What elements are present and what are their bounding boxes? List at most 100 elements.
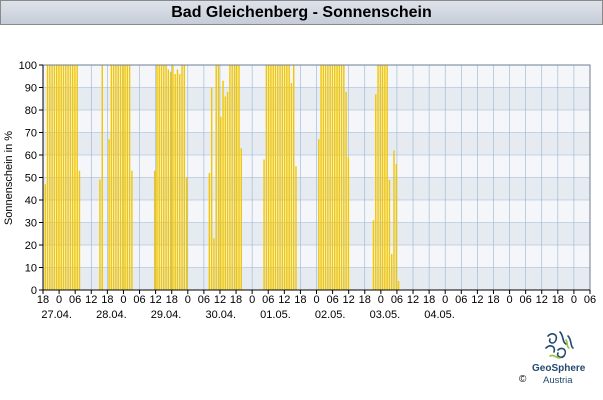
bar	[224, 96, 227, 290]
date-label: 01.05.	[260, 309, 291, 321]
bar	[108, 139, 110, 290]
bar	[318, 139, 320, 290]
bar	[179, 74, 181, 290]
bar	[279, 65, 281, 290]
copyright-symbol: ©	[519, 374, 527, 385]
bar	[226, 92, 229, 290]
bar	[169, 71, 172, 290]
date-label: 28.04.	[96, 309, 127, 321]
bar	[67, 65, 69, 290]
x-tick-label: 0	[571, 294, 577, 306]
bar	[117, 65, 119, 290]
bar	[101, 65, 103, 290]
bar	[320, 65, 322, 290]
bar	[183, 65, 186, 290]
bar	[131, 170, 133, 290]
bar	[51, 65, 53, 290]
bar	[213, 238, 215, 290]
bar	[128, 65, 131, 290]
x-tick-label: 0	[185, 294, 191, 306]
bar	[340, 65, 343, 290]
axes	[39, 64, 591, 294]
bar	[345, 92, 347, 290]
bar	[379, 65, 382, 290]
bar	[185, 177, 188, 290]
bar	[124, 65, 126, 290]
bar	[58, 65, 60, 290]
x-tick-label: 06	[326, 294, 338, 306]
bar	[324, 65, 327, 290]
bar	[322, 65, 325, 290]
bar	[71, 65, 74, 290]
date-label: 30.04.	[205, 309, 236, 321]
x-tick-label: 18	[166, 294, 178, 306]
x-tick-label: 18	[359, 294, 371, 306]
bar	[174, 74, 176, 290]
x-tick-label: 18	[230, 294, 242, 306]
bar	[388, 179, 391, 290]
bar	[153, 170, 156, 290]
bar	[329, 65, 331, 290]
bar	[46, 65, 49, 290]
logo-name: GeoSphere	[532, 363, 586, 374]
bar	[288, 65, 290, 290]
y-tick-label: 70	[25, 128, 37, 140]
bar	[115, 65, 117, 290]
bar	[265, 65, 268, 290]
x-tick-label: 0	[378, 294, 384, 306]
x-tick-label: 06	[69, 294, 81, 306]
x-tick-label: 12	[214, 294, 226, 306]
bar	[220, 116, 222, 290]
x-tick-label: 12	[536, 294, 548, 306]
bar	[160, 65, 163, 290]
bar	[290, 83, 293, 290]
y-tick-label: 80	[25, 105, 37, 117]
bar	[176, 69, 179, 290]
bar	[158, 65, 160, 290]
bar	[172, 65, 174, 290]
y-tick-label: 50	[25, 173, 37, 185]
x-tick-label: 0	[506, 294, 512, 306]
x-tick-label: 0	[313, 294, 319, 306]
bar	[49, 65, 51, 290]
bar	[156, 65, 158, 290]
bar	[119, 65, 122, 290]
x-tick-label: 06	[584, 294, 596, 306]
date-label: 02.05.	[315, 309, 346, 321]
bar	[347, 157, 350, 290]
bar	[283, 65, 286, 290]
x-tick-label: 0	[442, 294, 448, 306]
y-tick-label: 60	[25, 150, 37, 162]
bar	[76, 65, 78, 290]
y-tick-labels: 0 10 20 30 40 50 60 70 80 90 100	[19, 60, 37, 297]
date-label: 27.04.	[41, 309, 72, 321]
bar	[267, 65, 270, 290]
bar	[272, 65, 274, 290]
x-tick-label: 06	[133, 294, 145, 306]
bar	[270, 65, 272, 290]
bar	[336, 65, 338, 290]
x-tick-label: 12	[85, 294, 97, 306]
bar	[377, 65, 379, 290]
bar	[55, 65, 58, 290]
bar	[233, 65, 236, 290]
y-tick-label: 10	[25, 263, 37, 275]
bar	[167, 69, 170, 290]
x-tick-label: 12	[407, 294, 419, 306]
bar	[286, 65, 288, 290]
bar	[277, 65, 279, 290]
bar	[78, 170, 81, 290]
bar	[69, 65, 72, 290]
bar	[293, 65, 295, 290]
x-tick-label: 12	[149, 294, 161, 306]
bar	[60, 65, 62, 290]
bar	[386, 65, 388, 290]
bar	[384, 65, 386, 290]
date-label: 04.05.	[424, 309, 455, 321]
bar	[222, 80, 224, 290]
bar	[375, 94, 377, 290]
bar	[62, 65, 65, 290]
bar	[331, 65, 334, 290]
bar	[126, 65, 129, 290]
